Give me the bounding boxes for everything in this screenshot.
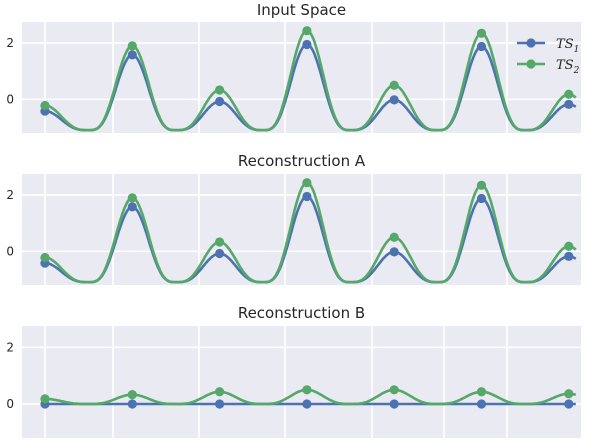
legend-swatch-marker-2 [526, 59, 536, 69]
series-1-point-4 [302, 191, 312, 202]
panel-title: Input Space [257, 1, 346, 19]
series-2-point-7 [564, 241, 574, 251]
y-tick-label-1: 0 [6, 92, 14, 106]
series-2-point-6 [476, 387, 487, 397]
series-2-point-3 [215, 237, 225, 247]
y-tick-label-1: 0 [6, 397, 14, 411]
series-2-point-3 [215, 85, 225, 95]
series-2-point-4 [302, 26, 312, 36]
series-1-point-6 [476, 399, 487, 409]
series-1-point-2 [127, 202, 137, 212]
y-tick-label-2: 2 [6, 188, 14, 202]
series-1-point-4 [302, 39, 312, 50]
series-1-point-3 [215, 399, 225, 409]
plot-area [22, 326, 581, 438]
series-1-point-3 [215, 96, 225, 107]
series-1-point-5 [389, 247, 399, 257]
series-2-point-2 [127, 193, 137, 203]
series-2-point-7 [564, 389, 574, 399]
y-tick-label-2: 2 [6, 340, 14, 354]
series-1-point-6 [476, 193, 487, 204]
legend-swatch-marker-1 [526, 38, 536, 48]
panel-title: Reconstruction A [238, 152, 366, 170]
chart-panel-3: 0 2 Reconstruction B [6, 304, 581, 438]
series-1-point-2 [127, 50, 137, 60]
series-2-point-4 [302, 385, 312, 395]
y-tick-label-1: 0 [6, 244, 14, 258]
series-1-point-4 [302, 399, 312, 409]
series-2-point-1 [40, 252, 50, 263]
series-2-point-1 [40, 394, 50, 404]
series-1-point-5 [389, 399, 399, 409]
series-1-point-5 [389, 95, 399, 105]
series-2-point-3 [215, 387, 225, 397]
legend-label-1: TS1 [556, 37, 579, 55]
series-2-point-2 [127, 41, 137, 51]
series-1-point-7 [564, 251, 574, 261]
series-2-point-6 [476, 28, 487, 38]
series-2-point-6 [476, 180, 487, 190]
series-2-point-5 [389, 80, 399, 90]
series-1-point-2 [127, 399, 137, 409]
series-2-point-4 [302, 178, 312, 188]
series-1-point-6 [476, 41, 487, 52]
series-1-point-7 [564, 399, 574, 409]
series-2-point-2 [127, 390, 137, 400]
series-1-point-7 [564, 99, 574, 109]
chart-panel-2: 0 2 Reconstruction A [6, 152, 581, 285]
legend-label-2: TS2 [556, 58, 580, 76]
series-2-point-7 [564, 89, 574, 99]
series-2-point-1 [40, 100, 50, 111]
y-tick-label-2: 2 [6, 36, 14, 50]
series-2-point-5 [389, 385, 399, 395]
panel-title: Reconstruction B [238, 304, 365, 322]
series-1-point-3 [215, 248, 225, 259]
series-2-point-5 [389, 232, 399, 242]
